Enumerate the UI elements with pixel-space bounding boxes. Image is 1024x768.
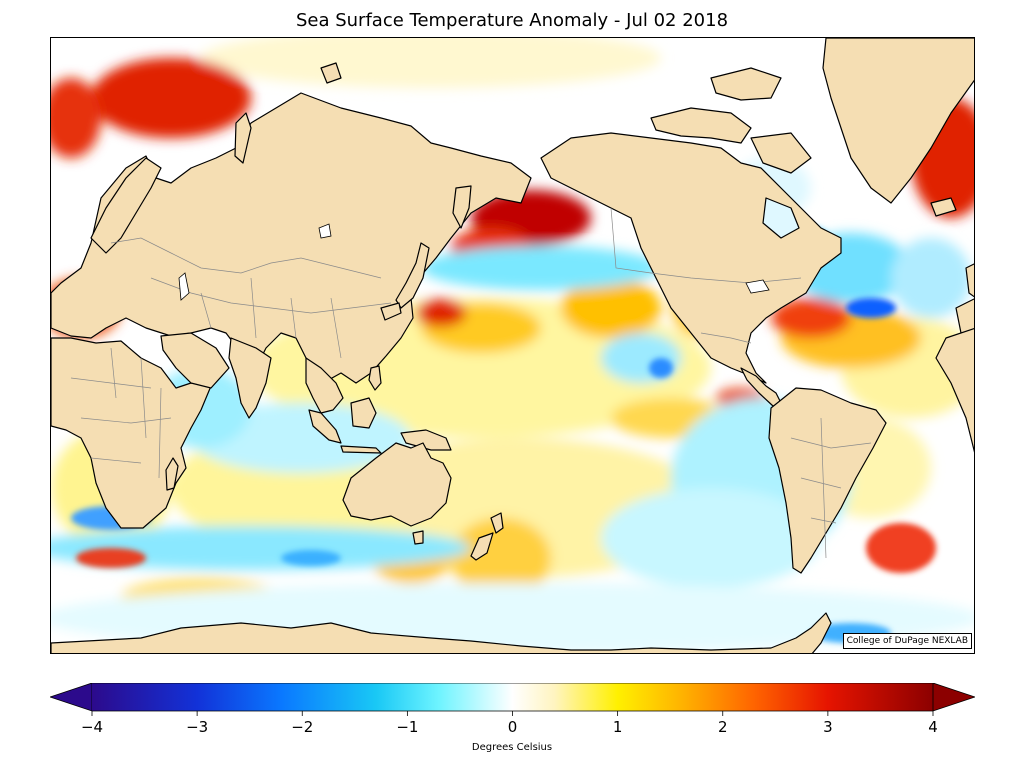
landmass-madagascar (165, 457, 179, 491)
land-masses (51, 38, 974, 653)
colorbar-tick-label: 3 (823, 718, 833, 736)
landmass-japan (395, 242, 430, 309)
landmass-eurasia (51, 92, 532, 384)
landmass-africa-west-edge (935, 328, 974, 453)
colorbar-max-extension (932, 683, 975, 712)
colorbar-ticks: −4 −3 −2 −1 0 1 2 3 4 (81, 711, 938, 736)
landmass-new-guinea (400, 429, 452, 451)
landmass-scandinavia (90, 157, 162, 254)
landmass-japan-south (380, 302, 402, 321)
colorbar-tick-label: −1 (396, 718, 418, 736)
landmass-tasmania (412, 530, 424, 545)
landmass-iceland (930, 197, 957, 217)
map-canvas: College of DuPage NEXLAB (51, 38, 974, 653)
colorbar-scale (92, 683, 933, 711)
colorbar-tick-label: −4 (81, 718, 103, 736)
landmass-australia (342, 442, 452, 527)
landmass-borneo (350, 397, 377, 429)
lakes (178, 223, 770, 301)
landmass-north-america (540, 132, 842, 384)
landmass-new-zealand (470, 512, 504, 561)
colorbar-tick-label: 2 (718, 718, 728, 736)
colorbar-tick-label: 4 (928, 718, 938, 736)
landmass-greenland (822, 38, 974, 204)
landmass-severnaya (320, 62, 342, 84)
country-borders (70, 207, 872, 559)
colorbar-tick-label: 1 (613, 718, 623, 736)
landmass-kamchatka (452, 185, 472, 229)
credit-label: College of DuPage NEXLAB (842, 633, 972, 649)
landmass-south-america (768, 387, 887, 574)
colorbar-tick-label: −3 (186, 718, 208, 736)
landmass-java (340, 445, 382, 454)
landmass-novaya-zemlya (234, 112, 252, 164)
colorbar-tick-label: −2 (291, 718, 313, 736)
colorbar-min-extension (50, 683, 93, 712)
sst-anomaly-map: College of DuPage NEXLAB (50, 37, 975, 654)
landmass-indochina (305, 357, 344, 414)
landmass-antarctica (51, 612, 832, 653)
landmass-india (228, 337, 272, 419)
colorbar: −4 −3 −2 −1 0 1 2 3 4 (50, 683, 975, 736)
landmass-arabia (160, 332, 230, 389)
colorbar-label: Degrees Celsius (471, 742, 553, 753)
colorbar-tick-label: 0 (508, 718, 518, 736)
map-title: Sea Surface Temperature Anomaly - Jul 02… (295, 10, 729, 31)
landmass-philippines (368, 365, 382, 391)
landmass-britain (965, 263, 974, 298)
landmass-europe-west (955, 298, 974, 338)
landmass-arctic-islands (650, 107, 752, 144)
landmass-sumatra (308, 409, 342, 444)
